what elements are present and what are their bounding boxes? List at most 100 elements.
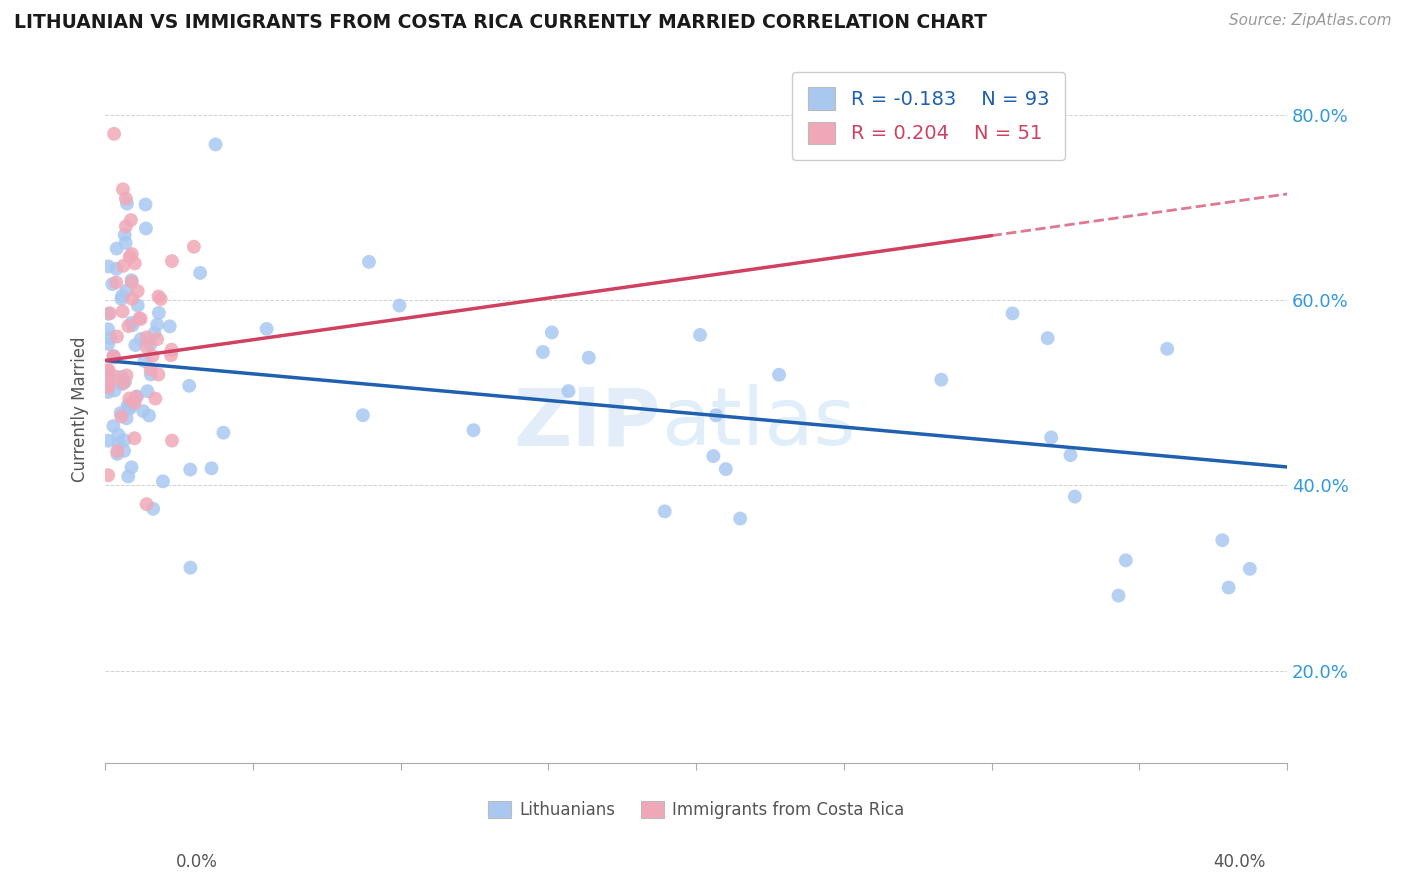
- Point: [121, 316, 143, 330]
- Point: [135, 340, 157, 354]
- Point: [179, 379, 201, 393]
- Point: [148, 306, 170, 320]
- Point: [105, 276, 128, 290]
- Point: [115, 284, 138, 298]
- Point: [114, 375, 136, 389]
- Point: [1036, 331, 1059, 345]
- Point: [128, 311, 150, 326]
- Point: [768, 368, 790, 382]
- Text: 40.0%: 40.0%: [1213, 853, 1265, 871]
- Point: [136, 384, 159, 399]
- Point: [357, 255, 380, 269]
- Point: [179, 560, 201, 574]
- Point: [97, 260, 120, 274]
- Point: [101, 277, 124, 291]
- Point: [111, 289, 134, 303]
- Point: [135, 497, 157, 511]
- Point: [121, 275, 143, 289]
- Point: [1156, 342, 1178, 356]
- Point: [125, 390, 148, 404]
- Point: [124, 338, 146, 352]
- Point: [654, 504, 676, 518]
- Point: [578, 351, 600, 365]
- Point: [114, 227, 136, 242]
- Point: [134, 354, 156, 368]
- Point: [97, 468, 120, 483]
- Point: [135, 197, 157, 211]
- Point: [1107, 589, 1129, 603]
- Point: [139, 368, 162, 382]
- Point: [115, 368, 138, 383]
- Point: [188, 266, 211, 280]
- Point: [1211, 533, 1233, 548]
- Point: [714, 462, 737, 476]
- Point: [98, 306, 121, 320]
- Point: [143, 326, 166, 341]
- Point: [135, 330, 157, 344]
- Point: [127, 284, 149, 298]
- Point: [111, 377, 134, 392]
- Point: [117, 469, 139, 483]
- Point: [103, 349, 125, 363]
- Point: [146, 332, 169, 346]
- Point: [112, 376, 135, 390]
- Point: [117, 399, 139, 413]
- Point: [120, 213, 142, 227]
- Point: [146, 318, 169, 332]
- Point: [107, 436, 129, 450]
- Point: [463, 423, 485, 437]
- Point: [1218, 581, 1240, 595]
- Point: [121, 460, 143, 475]
- Point: [148, 368, 170, 382]
- Point: [145, 392, 167, 406]
- Point: [179, 462, 201, 476]
- Point: [160, 434, 183, 448]
- Point: [112, 434, 135, 448]
- Point: [115, 196, 138, 211]
- Point: [103, 419, 125, 434]
- Point: [111, 304, 134, 318]
- Point: [121, 292, 143, 306]
- Point: [115, 411, 138, 425]
- Point: [97, 363, 120, 377]
- Point: [97, 376, 120, 391]
- Point: [139, 362, 162, 376]
- Point: [110, 292, 132, 306]
- Point: [129, 312, 152, 326]
- Point: [122, 394, 145, 409]
- Point: [1059, 448, 1081, 462]
- Point: [540, 326, 562, 340]
- Point: [152, 475, 174, 489]
- Point: [256, 322, 278, 336]
- Point: [118, 400, 141, 414]
- Point: [124, 396, 146, 410]
- Point: [105, 261, 128, 276]
- Point: [98, 331, 121, 345]
- Point: [124, 431, 146, 445]
- Point: [557, 384, 579, 398]
- Point: [110, 406, 132, 420]
- Point: [388, 299, 411, 313]
- Point: [929, 373, 952, 387]
- Point: [110, 409, 132, 424]
- Point: [160, 343, 183, 357]
- Point: [212, 425, 235, 440]
- Point: [97, 370, 120, 384]
- Point: [141, 349, 163, 363]
- Point: [103, 351, 125, 365]
- Point: [118, 392, 141, 406]
- Point: [702, 449, 724, 463]
- Point: [148, 289, 170, 303]
- Point: [200, 461, 222, 475]
- Point: [118, 398, 141, 412]
- Point: [160, 348, 183, 362]
- Point: [97, 434, 120, 448]
- Point: [97, 322, 120, 336]
- Text: 0.0%: 0.0%: [176, 853, 218, 871]
- Point: [159, 319, 181, 334]
- Point: [112, 259, 135, 273]
- Y-axis label: Currently Married: Currently Married: [72, 336, 89, 482]
- Point: [689, 328, 711, 343]
- Point: [1115, 553, 1137, 567]
- Point: [111, 182, 134, 196]
